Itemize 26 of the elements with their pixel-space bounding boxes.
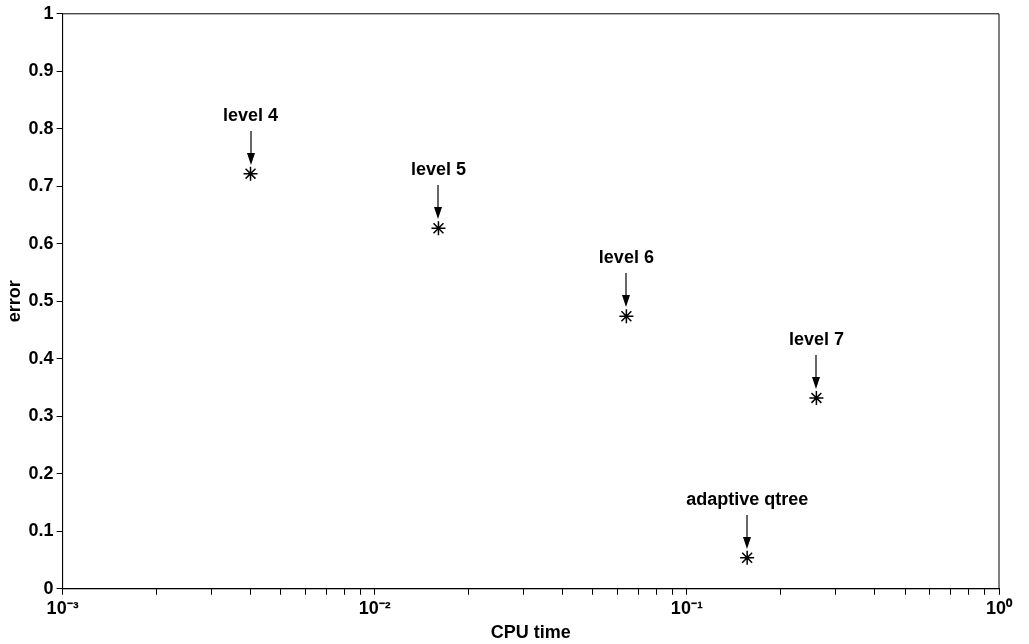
annotation: level 6 xyxy=(598,247,654,268)
y-tick-label: 0.1 xyxy=(28,520,54,541)
y-tick-label: 0.6 xyxy=(28,232,54,253)
y-tick-label: 0.8 xyxy=(28,117,54,138)
y-tick-label: 0.9 xyxy=(28,60,54,81)
y-axis-title: error xyxy=(3,280,24,323)
x-tick-label: 10⁰ xyxy=(985,597,1014,618)
annotation: adaptive qtree xyxy=(686,488,809,509)
point xyxy=(618,308,635,324)
point xyxy=(242,165,259,182)
y-tick-label: 0.2 xyxy=(28,462,54,483)
x-tick-label: 10⁻² xyxy=(358,597,391,618)
annotation: level 7 xyxy=(788,328,844,349)
annotation: level 4 xyxy=(223,104,279,125)
y-tick-label: 0.7 xyxy=(28,175,54,196)
point xyxy=(430,220,447,237)
y-tick-label: 0 xyxy=(43,577,54,598)
y-tick-label: 0.5 xyxy=(28,290,54,311)
x-tick-label: 10⁻³ xyxy=(46,597,79,618)
annotation: level 5 xyxy=(410,159,466,180)
y-tick-label: 1 xyxy=(43,2,54,23)
y-tick-label: 0.3 xyxy=(28,405,54,426)
point xyxy=(808,390,825,406)
y-tick-label: 0.4 xyxy=(28,347,54,368)
x-axis-title: CPU time xyxy=(490,622,571,643)
x-tick-label: 10⁻¹ xyxy=(670,597,703,618)
